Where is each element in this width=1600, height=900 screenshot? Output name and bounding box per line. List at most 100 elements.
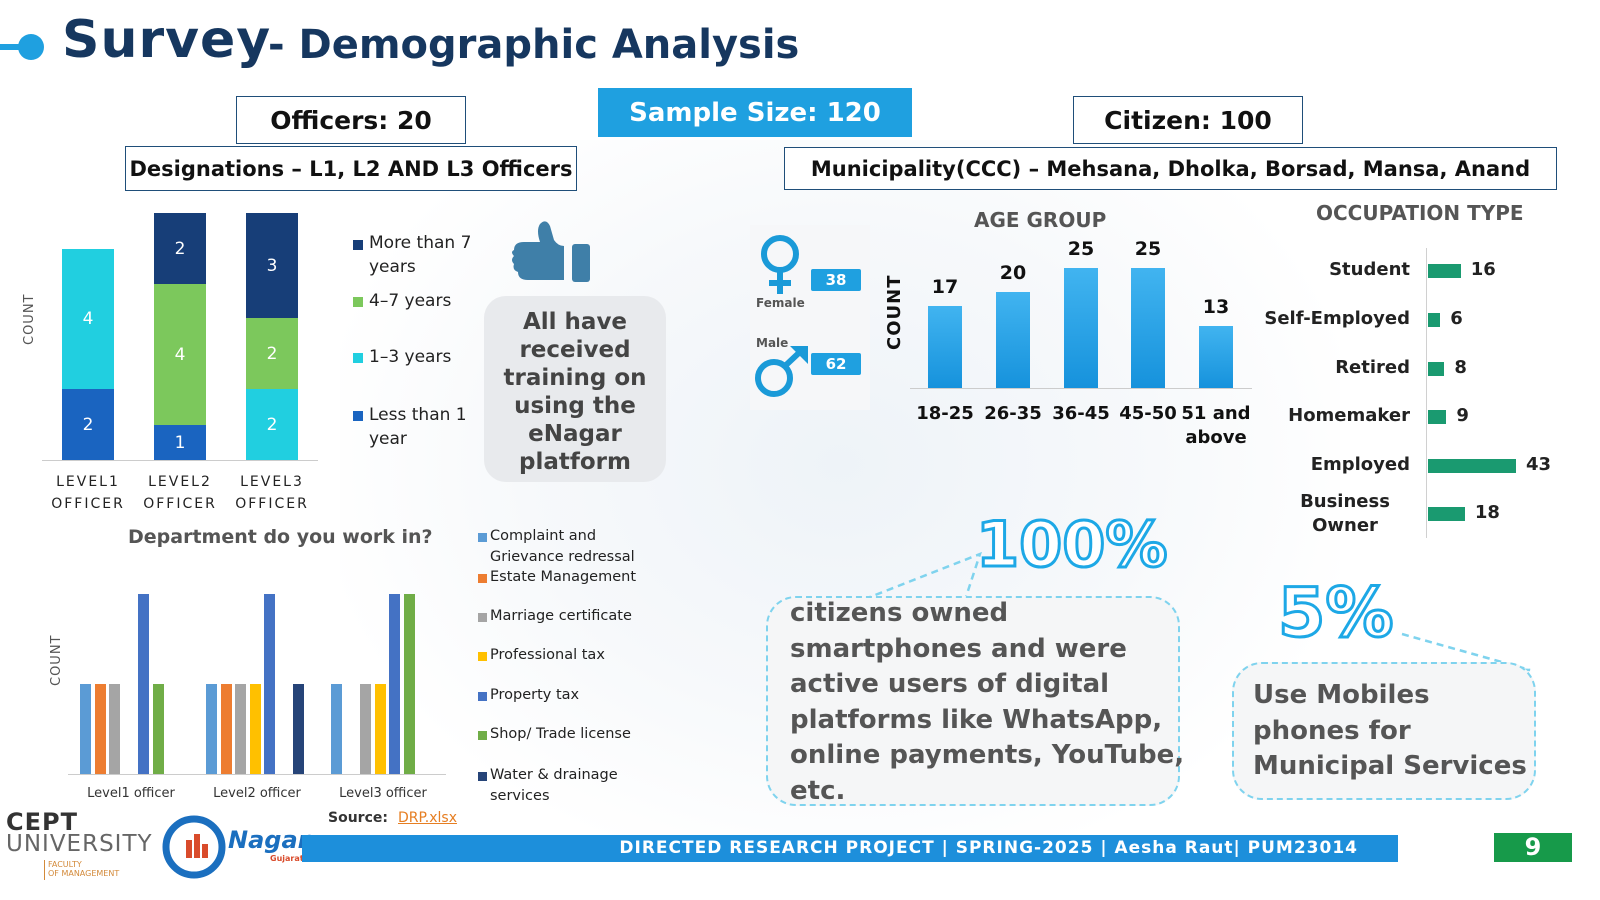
legend-swatch-less-than-1 bbox=[353, 411, 363, 421]
dept-legend-estate: Estate Management bbox=[490, 569, 637, 585]
age-chart-y-label: COUNT bbox=[884, 274, 905, 350]
dept-legend-swatch-complaint bbox=[478, 533, 487, 542]
enagar-logo-subtext: Gujarat bbox=[270, 854, 304, 863]
level1-category-label: LEVEL1 OFFICER bbox=[51, 474, 125, 512]
age-bar bbox=[1131, 268, 1165, 388]
female-count-badge: 38 bbox=[811, 269, 861, 291]
dept-bar bbox=[220, 684, 232, 774]
age-cat-51-above: 51 and above bbox=[1181, 403, 1251, 448]
level2-bar-4-7-years: 4 bbox=[154, 284, 206, 425]
age-bar-value: 13 bbox=[1202, 295, 1230, 318]
occupation-bar bbox=[1428, 410, 1447, 424]
mobile-services-callout-text: Use Mobiles phones for Municipal Service… bbox=[1253, 680, 1527, 781]
dept-bar bbox=[360, 684, 371, 774]
level2-bar-less-than-1: 1 bbox=[154, 425, 206, 460]
enagar-logo-text: Nagar bbox=[228, 826, 310, 854]
legend-less-than-1: Less than 1 year bbox=[369, 405, 467, 449]
dept-legend-swatch-water bbox=[478, 772, 487, 781]
source-link[interactable]: DRP.xlsx bbox=[398, 810, 457, 826]
occupation-chart-title: OCCUPATION TYPE bbox=[1316, 201, 1524, 225]
age-bar-value: 25 bbox=[1134, 238, 1162, 260]
municipality-box: Municipality(CCC) – Mehsana, Dholka, Bor… bbox=[784, 147, 1557, 190]
dept-bar bbox=[331, 684, 342, 774]
department-chart-axis bbox=[68, 774, 446, 775]
dept-bar bbox=[138, 594, 149, 774]
source-label: Source: bbox=[328, 810, 388, 826]
age-cat-36-45: 36-45 bbox=[1052, 403, 1110, 424]
dept-legend-swatch-estate bbox=[478, 574, 487, 583]
thumbs-up-icon bbox=[512, 221, 590, 282]
occupation-chart-axis bbox=[1426, 248, 1427, 538]
occupation-bar-value: 9 bbox=[1456, 405, 1469, 426]
dept-bar bbox=[80, 684, 91, 774]
occupation-bar-value: 18 bbox=[1474, 502, 1500, 523]
title-bullet-icon bbox=[0, 34, 44, 60]
legend-more-than-7: More than 7 years bbox=[369, 233, 472, 277]
female-symbol-icon bbox=[761, 235, 799, 294]
dept-cat-level3: Level3 officer bbox=[339, 786, 427, 801]
percent-5: 5% bbox=[1276, 573, 1394, 655]
occupation-bar bbox=[1428, 313, 1441, 327]
occ-label-business-owner: Business Owner bbox=[1300, 491, 1390, 536]
occupation-bar bbox=[1428, 362, 1445, 376]
dept-bar bbox=[264, 594, 275, 774]
age-bar-value: 20 bbox=[999, 262, 1027, 284]
level3-category-label: LEVEL3 OFFICER bbox=[235, 474, 309, 512]
level3-bar-more-than-7: 3 bbox=[246, 213, 298, 318]
callout-pointer-2 bbox=[1401, 632, 1531, 672]
age-chart-title: AGE GROUP bbox=[974, 208, 1107, 232]
dept-legend-complaint: Complaint and Grievance redressal bbox=[490, 528, 635, 565]
female-label: Female bbox=[756, 296, 805, 310]
occupation-bar bbox=[1428, 459, 1516, 473]
page-title: Survey bbox=[62, 10, 272, 70]
occupation-bar-value: 16 bbox=[1470, 259, 1496, 280]
occ-label-student: Student bbox=[1329, 259, 1410, 280]
occupation-bar-value: 43 bbox=[1526, 454, 1552, 475]
age-bar-value: 25 bbox=[1067, 238, 1095, 260]
legend-swatch-4-7-years bbox=[353, 297, 363, 307]
training-bubble: All have received training on using the … bbox=[484, 296, 666, 482]
level-chart-axis bbox=[42, 460, 318, 461]
occ-label-homemaker: Homemaker bbox=[1288, 405, 1410, 426]
cept-logo-line1: CEPT bbox=[6, 808, 78, 836]
dept-bar bbox=[206, 684, 217, 774]
level3-bar-4-7-years: 2 bbox=[246, 318, 298, 389]
cept-logo-line2: UNIVERSITY bbox=[6, 831, 153, 857]
footer-bar: DIRECTED RESEARCH PROJECT | SPRING-2025 … bbox=[302, 835, 1398, 862]
officers-count-box: Officers: 20 bbox=[236, 96, 466, 144]
dept-cat-level1: Level1 officer bbox=[87, 786, 175, 801]
callout-pointer-1 bbox=[841, 551, 983, 610]
cept-logo-faculty: FACULTY OF MANAGEMENT bbox=[48, 860, 120, 878]
dept-bar bbox=[235, 684, 246, 774]
male-label: Male bbox=[756, 336, 789, 350]
age-bar-value: 17 bbox=[931, 276, 959, 299]
age-bar bbox=[996, 292, 1030, 388]
page-number: 9 bbox=[1494, 833, 1572, 862]
occupation-bar-value: 6 bbox=[1450, 308, 1463, 329]
department-chart-title: Department do you work in? bbox=[128, 526, 433, 548]
dept-legend-water: Water & drainage services bbox=[490, 767, 618, 804]
smartphone-callout-box bbox=[766, 596, 1180, 806]
dept-bar bbox=[109, 684, 120, 774]
age-bar bbox=[1199, 325, 1233, 388]
level1-bar-less-than-1: 2 bbox=[62, 389, 114, 460]
age-cat-18-25: 18-25 bbox=[916, 403, 974, 424]
legend-1-3-years: 1–3 years bbox=[369, 347, 452, 367]
dept-bar bbox=[374, 684, 386, 774]
dept-legend-swatch-shop bbox=[478, 731, 487, 740]
sample-size-box: Sample Size: 120 bbox=[598, 88, 912, 137]
gender-panel bbox=[750, 225, 870, 410]
dept-legend-property-tax: Property tax bbox=[490, 687, 580, 703]
age-chart-axis bbox=[910, 388, 1252, 389]
mobile-services-callout-box bbox=[1232, 662, 1536, 800]
dept-cat-level2: Level2 officer bbox=[213, 786, 301, 801]
dept-legend-swatch-professional-tax bbox=[478, 652, 487, 661]
occupation-bar bbox=[1428, 507, 1465, 521]
legend-swatch-1-3-years bbox=[353, 353, 363, 363]
occupation-bar-value: 8 bbox=[1454, 357, 1467, 378]
level1-bar-1-3-years: 4 bbox=[62, 249, 114, 389]
occ-label-employed: Employed bbox=[1310, 454, 1410, 475]
dept-legend-professional-tax: Professional tax bbox=[490, 647, 605, 663]
level2-category-label: LEVEL2 OFFICER bbox=[143, 474, 217, 512]
dept-legend-shop: Shop/ Trade license bbox=[490, 726, 631, 742]
